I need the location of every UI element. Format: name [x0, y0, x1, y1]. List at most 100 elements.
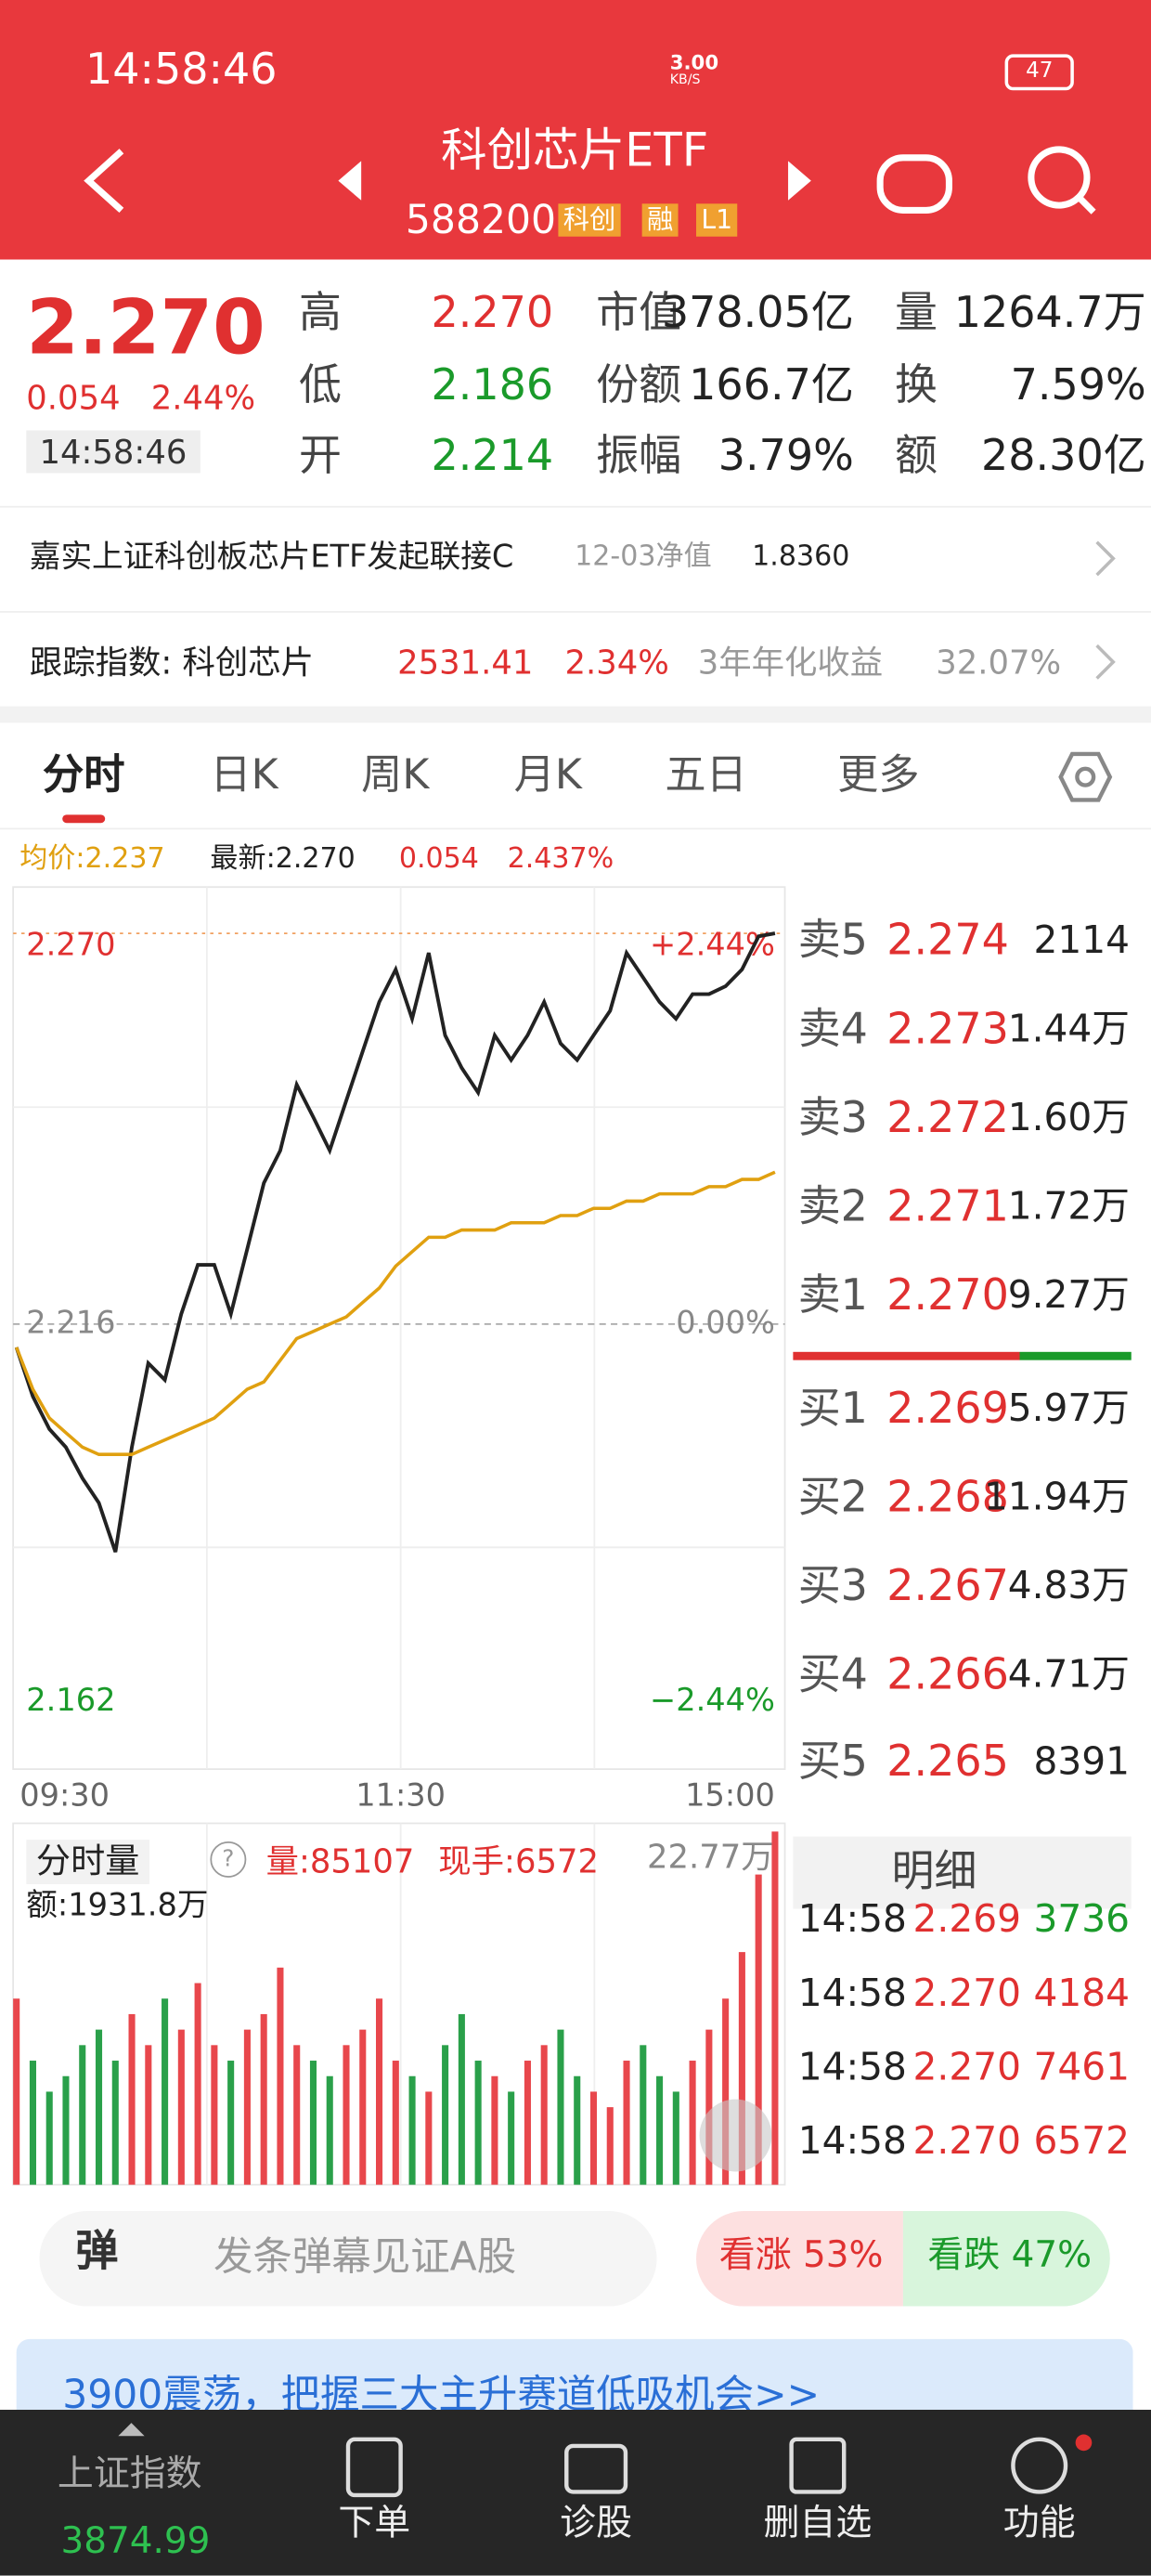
divider [0, 505, 1151, 508]
banner-text[interactable]: 3900震荡，把握三大主升赛道低吸机会>> [62, 2372, 821, 2418]
stat-value: 2.270 [431, 289, 554, 339]
volume-bar [343, 2045, 350, 2185]
tab[interactable]: 周K [361, 750, 430, 799]
chevron [1095, 644, 1116, 680]
trade-price: 2.270 [912, 2120, 1022, 2164]
trade-price: 2.270 [912, 2047, 1022, 2090]
up-button-bg[interactable] [696, 2210, 903, 2307]
stat-label: 开 [298, 432, 342, 482]
book-volume: 4.71万 [1007, 1654, 1131, 1698]
volume-title[interactable]: 分时量 [26, 1840, 149, 1884]
y-tick-label: 2.270 [26, 927, 115, 963]
volume-bar [128, 2013, 136, 2185]
tab[interactable]: 日K [210, 750, 278, 799]
tag: 融 [641, 203, 679, 237]
index-change: 2.34% [564, 642, 669, 683]
nav-item[interactable]: 诊股 [560, 2503, 633, 2545]
volume-bar [293, 2045, 301, 2185]
stat-label: 市值 [596, 289, 682, 339]
header-icons [84, 146, 1096, 215]
trades-title[interactable]: 明细 [891, 1848, 977, 1898]
avg-line [15, 1170, 776, 1456]
volume-bar [508, 2091, 515, 2185]
stat-label: 振幅 [596, 432, 682, 482]
tab[interactable]: 月K [513, 750, 582, 799]
status-time: 14:58:46 [84, 46, 278, 96]
volume-bar [145, 2045, 152, 2185]
volume-bar [376, 1998, 383, 2185]
settings-icon[interactable] [1057, 749, 1113, 805]
volume-current: 现手:6572 [438, 1841, 600, 1881]
book-price: 2.268 [886, 1473, 1009, 1523]
book-volume: 1.72万 [1007, 1186, 1131, 1229]
robot-icon[interactable] [876, 154, 952, 214]
tab[interactable]: 更多 [837, 750, 920, 799]
danmaku-icon: 弹 [75, 2227, 119, 2277]
trade-time: 14:58 [797, 2120, 907, 2164]
next-icon[interactable] [788, 161, 811, 201]
hexagon-dot [1075, 766, 1096, 787]
change-info: 0.054 [398, 842, 479, 876]
index-label[interactable]: 跟踪指数: 科创芯片 [29, 642, 315, 683]
remove-icon[interactable] [789, 2437, 847, 2494]
divider [0, 611, 1151, 613]
fund-name[interactable]: 嘉实上证科创板芯片ETF发起联接C [29, 539, 514, 576]
prev-icon[interactable] [338, 161, 362, 201]
section-gap [0, 706, 1151, 723]
volume-bar [640, 2045, 647, 2185]
book-label: 卖3 [797, 1094, 868, 1144]
arrow-up [118, 2423, 145, 2437]
down-button-bg[interactable] [902, 2210, 1110, 2307]
hexagon [1058, 751, 1113, 802]
menu-icon[interactable] [1011, 2437, 1068, 2494]
book-volume: 1.60万 [1007, 1097, 1131, 1140]
nav-item[interactable]: 功能 [1002, 2503, 1076, 2545]
volume-bar [738, 1952, 745, 2185]
fund-date: 12-03净值 [575, 540, 712, 574]
nav-index-name[interactable]: 上证指数 [57, 2453, 202, 2495]
pct-label: −2.44% [650, 1682, 775, 1718]
nav-item[interactable]: 删自选 [763, 2503, 873, 2545]
tag: L1 [696, 203, 738, 237]
price: 2.270 [26, 282, 265, 371]
vote-up[interactable]: 看涨 53% [718, 2235, 884, 2277]
book-price: 2.267 [886, 1562, 1009, 1612]
y-tick-label: 2.162 [26, 1682, 115, 1718]
trade-price: 2.269 [912, 1898, 1022, 1942]
zoom-button[interactable] [699, 2099, 772, 2172]
quote-time: 14:58:46 [26, 430, 200, 474]
stat-label: 低 [298, 361, 342, 411]
book-price: 2.271 [886, 1182, 1009, 1232]
volume-bar [359, 2029, 367, 2185]
volume-bar [194, 1983, 201, 2185]
danmaku-input[interactable]: 发条弹幕见证A股 [213, 2233, 517, 2281]
search-icon[interactable] [1028, 146, 1091, 209]
header-code: 588200 [405, 197, 556, 243]
nav-item[interactable]: 下单 [338, 2503, 411, 2545]
order-icon[interactable] [345, 2437, 403, 2498]
stat-label: 份额 [596, 361, 682, 411]
volume-bar [623, 2061, 630, 2185]
search-icon-handle [1076, 194, 1096, 215]
book-price: 2.272 [886, 1094, 1009, 1144]
diagnose-icon[interactable] [564, 2443, 628, 2494]
danmaku-box[interactable] [39, 2210, 657, 2307]
battery: 47 [1004, 54, 1074, 91]
volume-bar [62, 2075, 70, 2185]
help-icon[interactable]: ? [210, 1841, 247, 1878]
book-label: 买1 [797, 1385, 868, 1435]
tab[interactable]: 分时 [42, 750, 125, 799]
book-volume: 2114 [1033, 919, 1131, 963]
avg-info: 均价:2.237 [19, 842, 165, 876]
stat-value: 3.79% [718, 432, 854, 482]
stat-value: 1264.7万 [953, 289, 1146, 339]
vote-down[interactable]: 看跌 47% [927, 2235, 1093, 2277]
trades-header-bg [793, 1836, 1132, 1909]
book-price: 2.265 [886, 1737, 1009, 1788]
book-label: 卖4 [797, 1005, 868, 1055]
y-tick-label: 2.216 [26, 1304, 115, 1340]
tab[interactable]: 五日 [665, 750, 747, 799]
volume-bar [540, 2045, 548, 2185]
back-icon[interactable] [84, 149, 124, 214]
change-pct: 2.44% [150, 377, 256, 418]
